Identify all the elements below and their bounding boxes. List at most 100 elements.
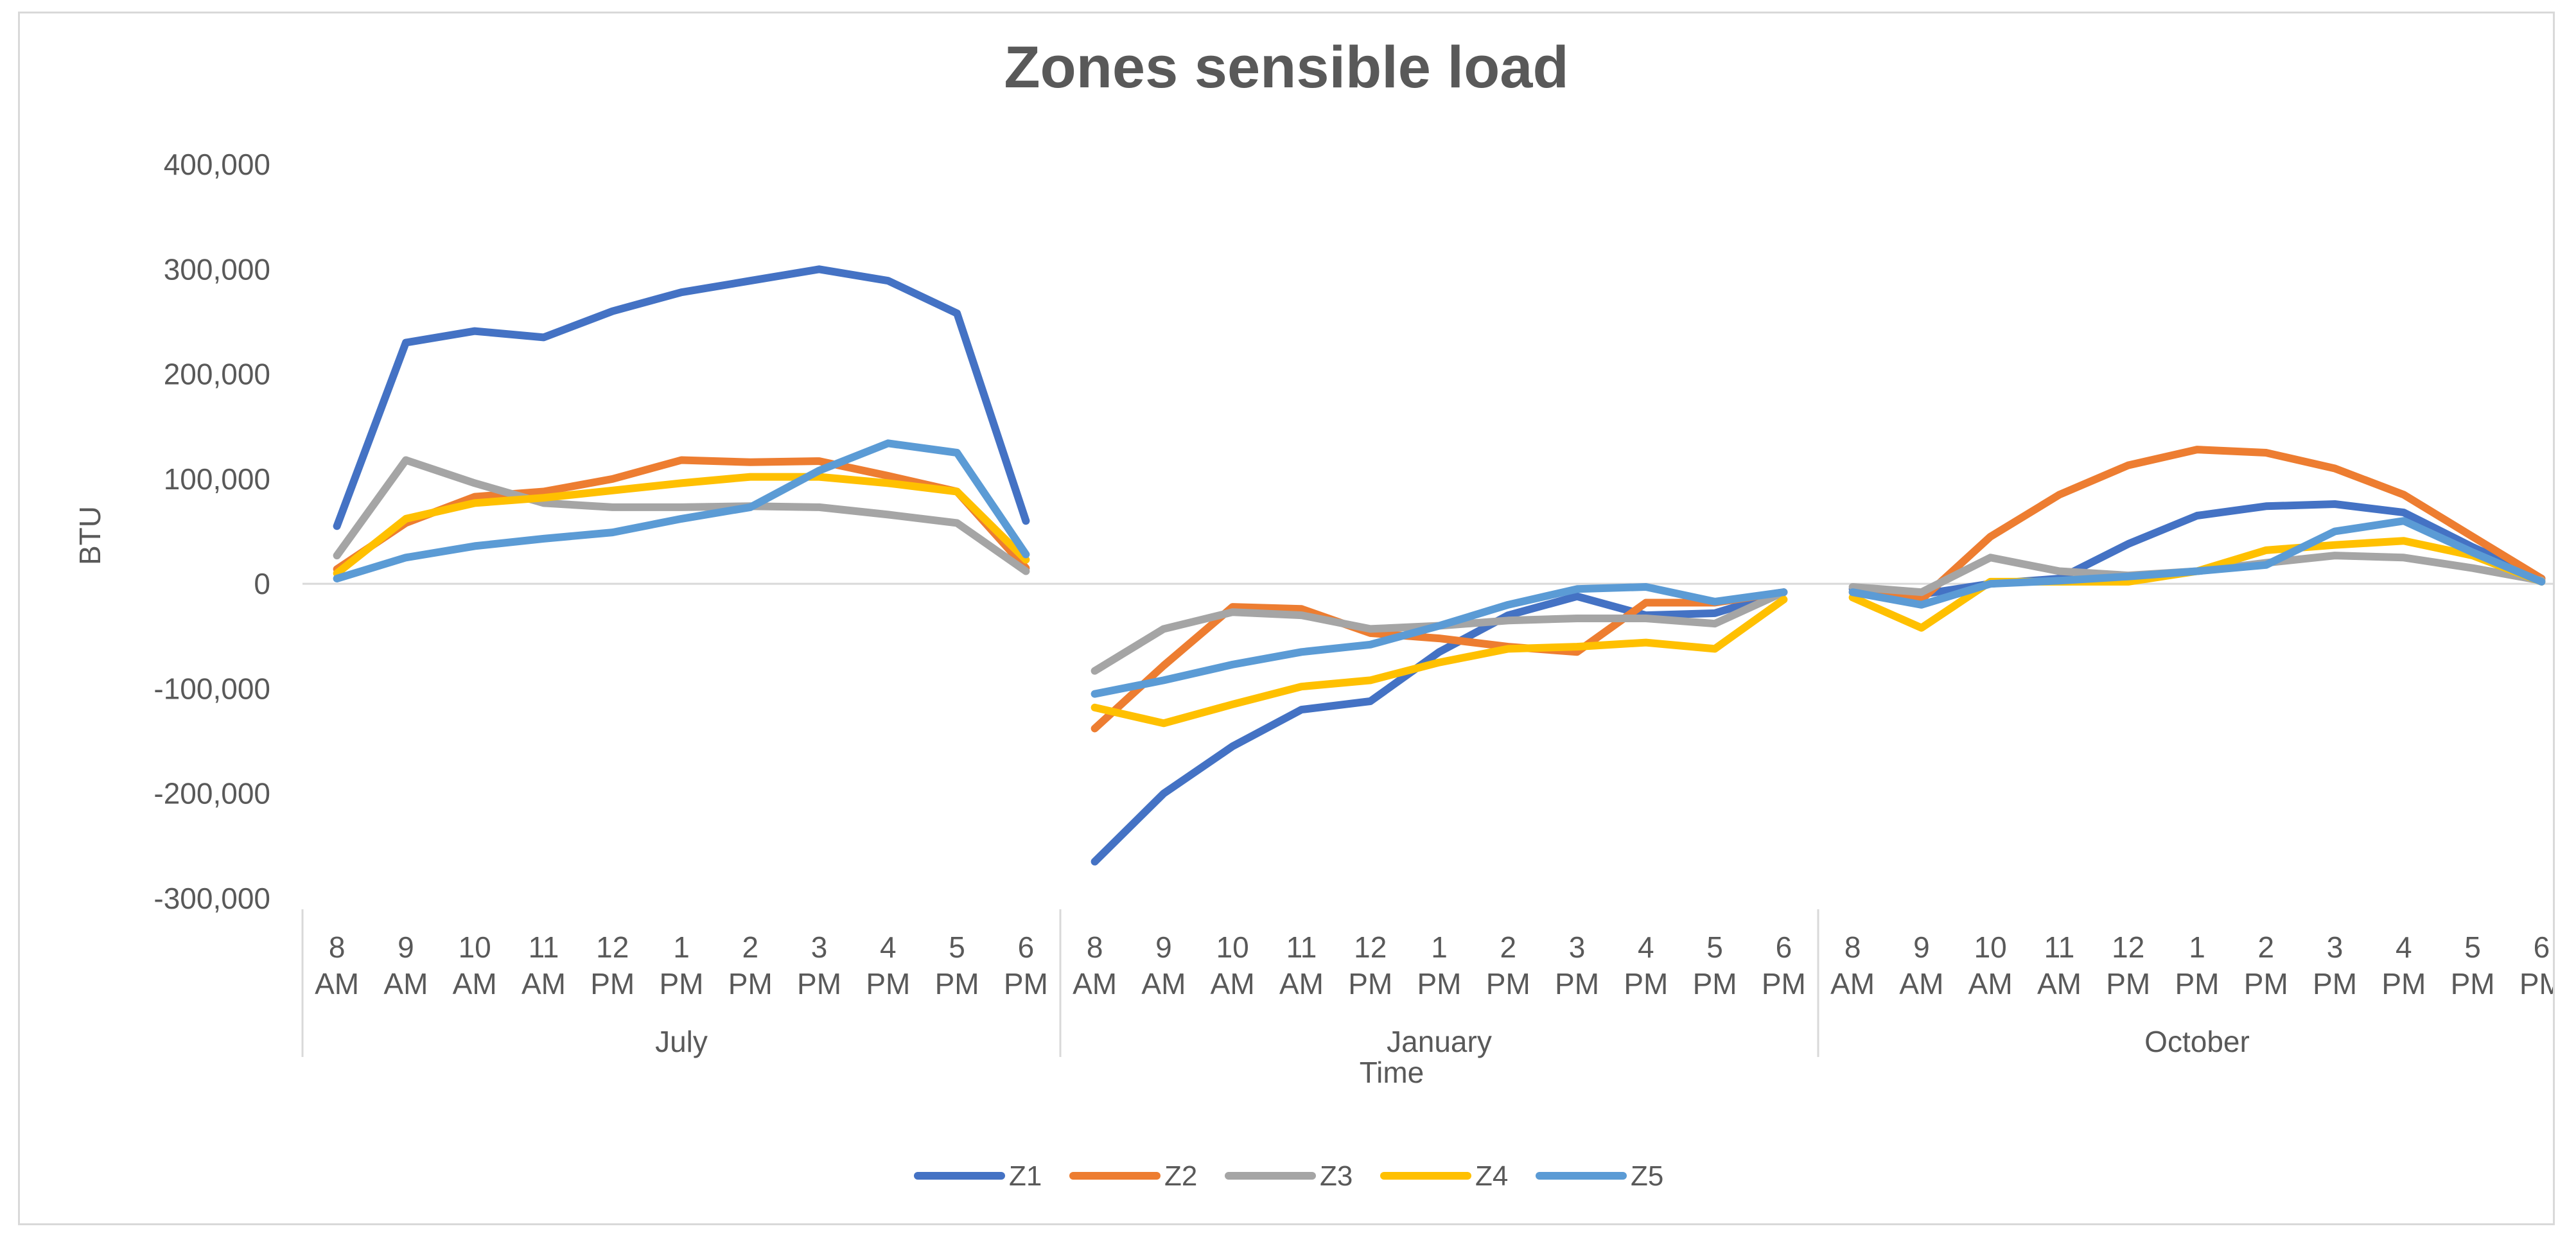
x-tick-period: PM [2313,967,2357,1000]
x-tick-hour: 8 [1844,930,1861,964]
x-tick-hour: 11 [529,930,559,964]
y-tick-label: 0 [254,567,270,600]
y-axis-ticks: 400,000 300,000 200,000 100,000 0 -100,000 -20… [153,148,270,915]
x-tick-period: PM [1624,967,1668,1000]
x-tick-period: AM [1830,967,1875,1000]
x-tick-period: PM [1004,967,1048,1000]
x-tick-hour: 10 [1216,930,1249,964]
x-tick-hour: 6 [2534,930,2550,964]
x-tick-period: PM [1417,967,1462,1000]
x-tick-hour: 12 [2112,930,2144,964]
series-line-z4 [333,473,1030,577]
series-line-z5 [1091,583,1788,698]
series-line-z3 [333,456,1030,575]
x-tick-period: PM [1693,967,1737,1000]
x-tick-period: PM [2519,967,2553,1000]
x-tick-hour: 5 [2464,930,2481,964]
legend-label-z3: Z3 [1320,1160,1353,1192]
series-line-z1 [333,265,1030,530]
x-tick-period: PM [2106,967,2150,1000]
x-tick-period: AM [383,967,428,1000]
x-tick-period: PM [660,967,704,1000]
series-line-z2 [1091,588,1788,733]
x-tick-period: AM [1073,967,1117,1000]
y-tick-label: 400,000 [164,148,270,181]
x-tick-period: AM [453,967,497,1000]
x-tick-hour: 9 [1155,930,1172,964]
line-chart: Zones sensible load BTU Time 400,000 300,… [73,35,2553,1192]
x-tick-hour: 8 [1087,930,1103,964]
x-tick-hour: 9 [398,930,414,964]
legend-label-z4: Z4 [1475,1160,1508,1192]
x-tick-hour: 12 [1354,930,1387,964]
x-axis-ticks: 8AM9AM10AM11AM12PM1PM2PM3PM4PM5PM6PMJuly… [315,930,2553,1058]
x-tick-hour: 1 [2189,930,2205,964]
x-tick-hour: 4 [2396,930,2412,964]
series-line-z2 [1848,446,2546,604]
x-tick-hour: 12 [596,930,629,964]
legend-label-z2: Z2 [1164,1160,1197,1192]
x-tick-period: AM [1968,967,2013,1000]
chart-area: Zones sensible load BTU Time 400,000 300,… [18,12,2555,1225]
x-axis-title: Time [1360,1056,1424,1089]
legend-label-z1: Z1 [1009,1160,1042,1192]
x-tick-period: PM [1762,967,1806,1000]
x-tick-period: PM [2381,967,2426,1000]
x-tick-period: AM [315,967,359,1000]
x-tick-hour: 2 [742,930,758,964]
legend-label-z5: Z5 [1631,1160,1663,1192]
x-tick-hour: 10 [1974,930,2007,964]
x-group-label: January [1387,1025,1492,1058]
x-tick-hour: 4 [1638,930,1654,964]
x-tick-hour: 5 [949,930,965,964]
axes [301,582,2553,1057]
x-tick-period: PM [935,967,979,1000]
x-tick-hour: 6 [1776,930,1792,964]
series-line-z1 [1091,588,1788,866]
y-axis-title: BTU [73,506,107,565]
x-tick-period: PM [2175,967,2220,1000]
x-tick-hour: 3 [2327,930,2344,964]
x-tick-hour: 11 [2044,930,2075,964]
x-tick-hour: 2 [2257,930,2274,964]
y-tick-label: -100,000 [153,672,270,705]
chart-title: Zones sensible load [1004,35,1568,100]
series-line-z5 [1848,517,2546,609]
x-tick-period: PM [1348,967,1392,1000]
x-tick-hour: 6 [1018,930,1035,964]
x-tick-period: PM [1486,967,1530,1000]
y-tick-label: -300,000 [153,882,270,915]
x-tick-hour: 3 [1569,930,1586,964]
y-tick-label: 300,000 [164,252,270,286]
x-tick-hour: 5 [1706,930,1723,964]
x-tick-period: PM [2244,967,2288,1000]
x-tick-period: AM [1899,967,1943,1000]
legend: Z1 Z2 Z3 Z4 Z5 [914,1160,1663,1192]
x-group-label: October [2144,1025,2250,1058]
x-tick-period: PM [866,967,910,1000]
x-tick-hour: 10 [459,930,491,964]
x-tick-period: PM [1555,967,1599,1000]
x-tick-hour: 3 [811,930,828,964]
x-tick-hour: 8 [329,930,346,964]
x-tick-period: PM [590,967,635,1000]
x-tick-period: AM [1279,967,1324,1000]
x-tick-period: PM [2451,967,2495,1000]
x-tick-hour: 11 [1286,930,1317,964]
x-tick-hour: 9 [1913,930,1930,964]
x-group-label: July [655,1025,708,1058]
y-tick-label: 100,000 [164,462,270,496]
y-tick-label: 200,000 [164,358,270,391]
x-tick-period: AM [1211,967,1255,1000]
x-tick-period: PM [728,967,773,1000]
x-tick-hour: 4 [880,930,897,964]
x-tick-period: AM [521,967,566,1000]
x-tick-period: AM [1141,967,1186,1000]
x-tick-hour: 2 [1500,930,1516,964]
x-tick-hour: 1 [1431,930,1448,964]
series-line-z5 [333,439,1030,582]
x-tick-period: PM [797,967,841,1000]
x-tick-period: AM [2037,967,2081,1000]
series-line-z4 [1091,595,1788,728]
y-tick-label: -200,000 [153,777,270,810]
